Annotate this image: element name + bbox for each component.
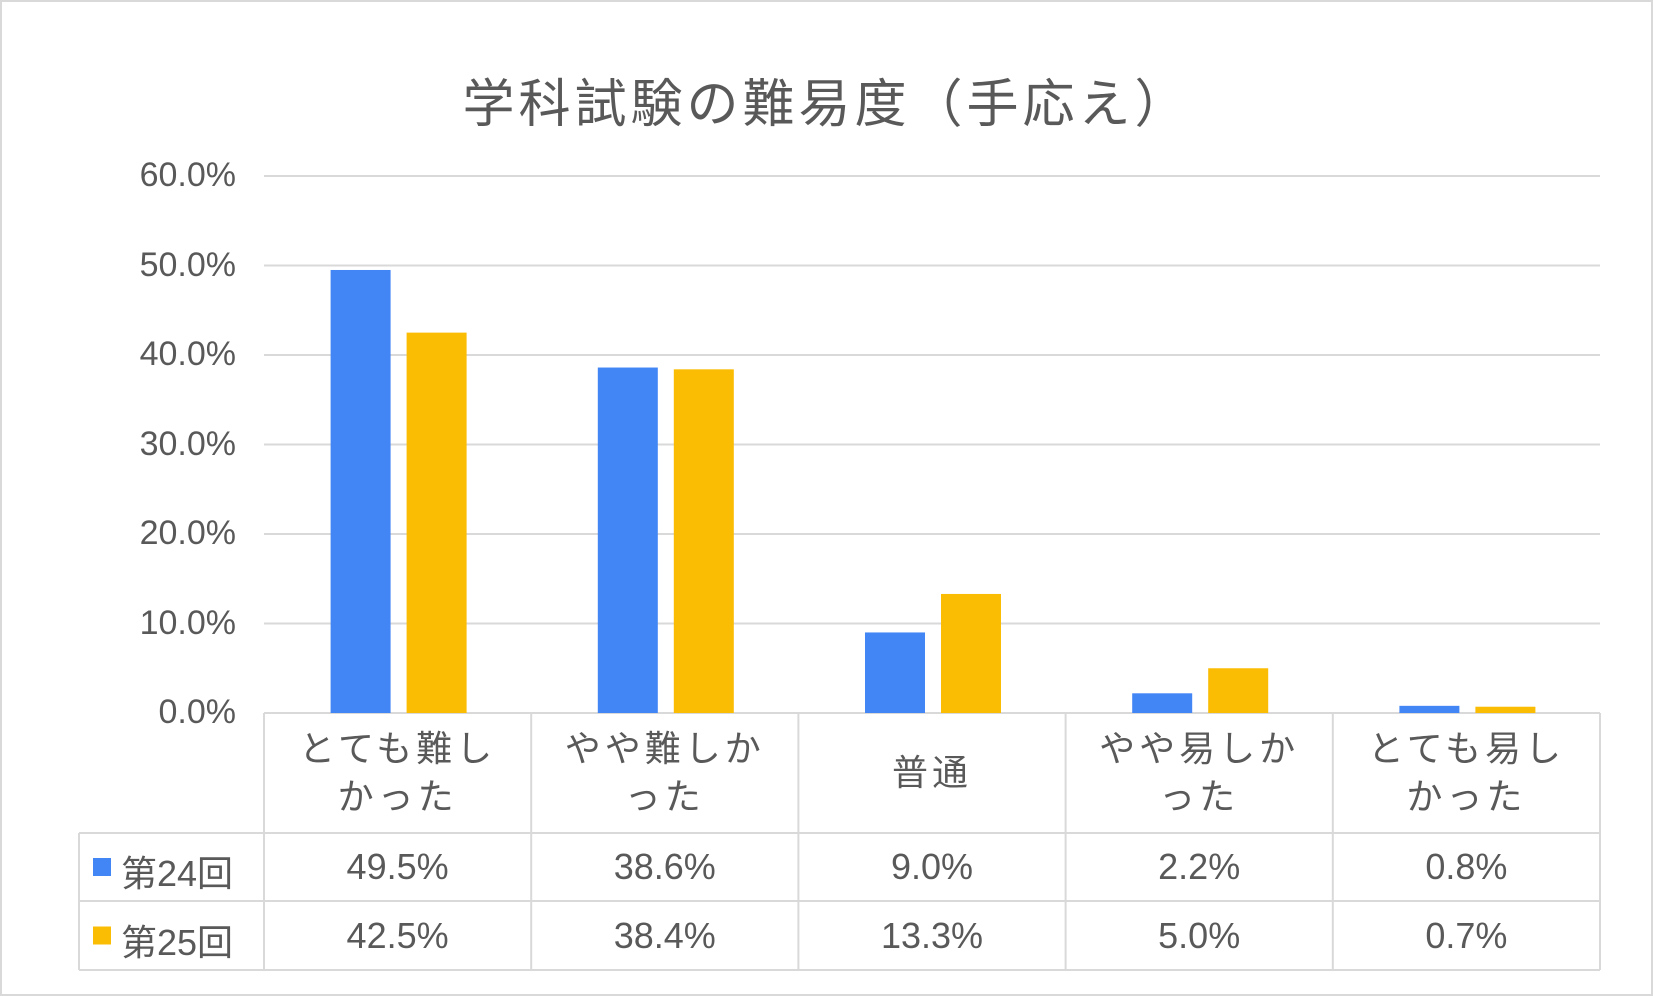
data-label: 5.0%	[1158, 914, 1241, 956]
y-tick-label: 0.0%	[158, 693, 237, 731]
x-tick-label: やや難しかった	[564, 728, 765, 817]
data-label: 49.5%	[346, 846, 449, 887]
y-tick-label: 40.0%	[139, 335, 236, 373]
data-label: 0.8%	[1425, 846, 1508, 887]
data-label: 0.7%	[1425, 914, 1508, 956]
bar	[1399, 705, 1460, 713]
legend-label: 第25回	[121, 921, 234, 963]
x-tick-label: やや易しかった	[1099, 728, 1300, 817]
bar	[865, 632, 925, 713]
chart-title: 学科試験の難易度（手応え）	[462, 76, 1191, 134]
bar	[1132, 693, 1193, 713]
x-tick-label: 普通	[891, 752, 972, 793]
y-tick-label: 20.0%	[139, 514, 236, 552]
data-label: 38.4%	[613, 914, 716, 956]
x-tick-label: とても難しかった	[299, 728, 497, 817]
bar	[941, 593, 1001, 713]
bar	[1208, 668, 1269, 713]
data-label: 42.5%	[346, 914, 449, 956]
y-tick-label: 30.0%	[139, 424, 236, 463]
legend-swatch	[93, 858, 111, 876]
bar	[597, 367, 658, 713]
y-tick-label: 10.0%	[139, 603, 236, 642]
legend-label: 第24回	[121, 853, 234, 894]
data-label: 2.2%	[1158, 846, 1241, 887]
bar	[330, 269, 391, 713]
y-tick-label: 60.0%	[139, 156, 236, 194]
bar	[673, 369, 734, 713]
data-label: 9.0%	[890, 846, 974, 887]
bar	[406, 332, 467, 713]
data-label: 38.6%	[613, 846, 716, 887]
legend-swatch	[93, 926, 111, 945]
x-tick-label: とても易しかった	[1367, 728, 1565, 817]
y-tick-label: 50.0%	[139, 245, 236, 284]
data-label: 13.3%	[880, 914, 984, 956]
bar	[1475, 706, 1536, 713]
